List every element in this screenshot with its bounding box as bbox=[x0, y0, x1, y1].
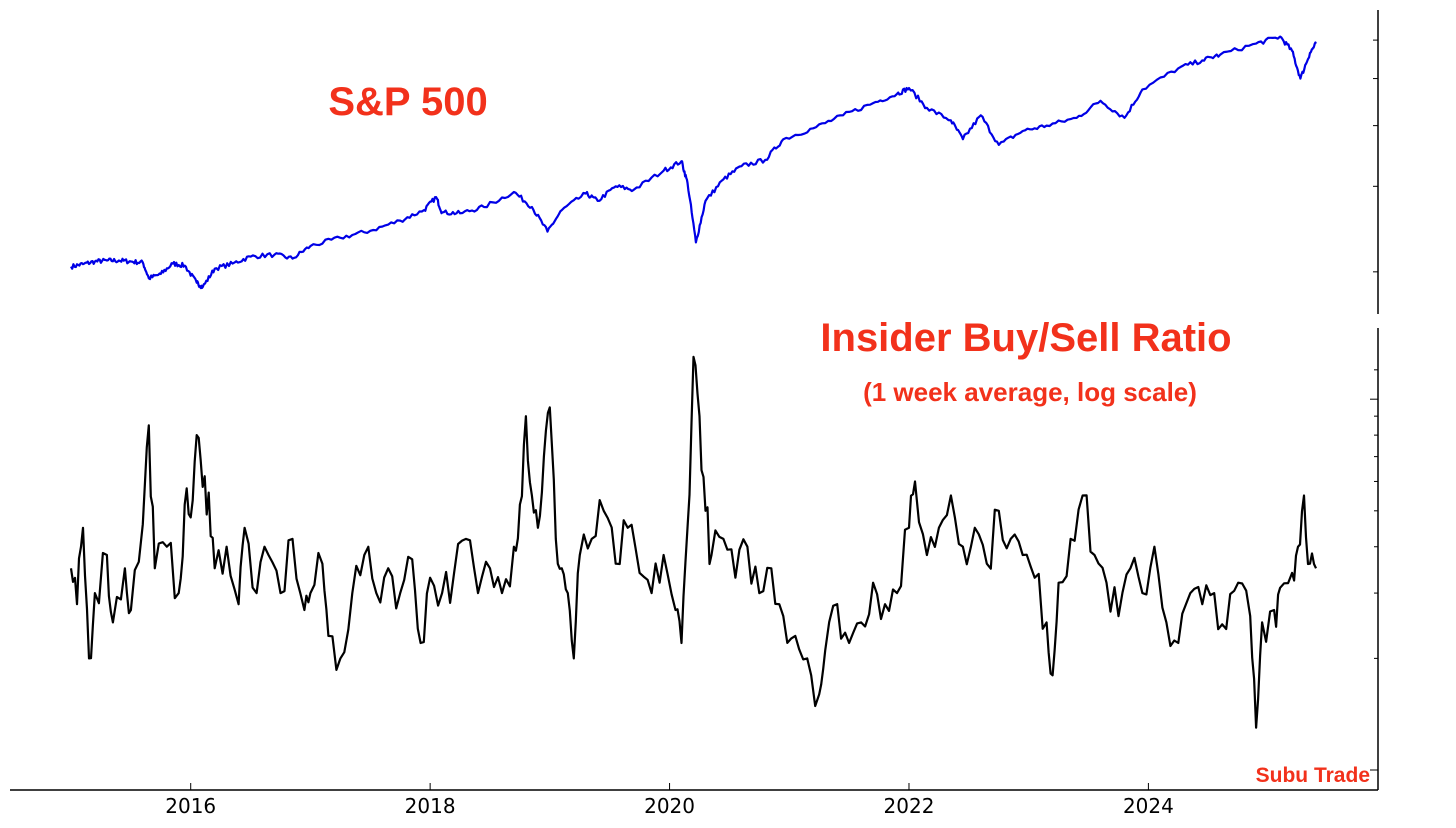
ratio-panel: 2016 2018 2020 2022 2024 Insider Buy/Sell Ra… bbox=[10, 316, 1379, 818]
x-axis-tick-label: 2020 bbox=[644, 794, 695, 818]
ratio-series-line bbox=[69, 355, 1317, 729]
x-axis-tick-label: 2024 bbox=[1123, 794, 1174, 818]
x-axis-tick-label: 2016 bbox=[165, 794, 216, 818]
ratio-title: Insider Buy/Sell Ratio bbox=[820, 316, 1231, 360]
ratio-y-ticks bbox=[1370, 369, 1378, 771]
ratio-subtitle: (1 week average, log scale) bbox=[863, 377, 1197, 407]
sp500-y-ticks bbox=[1373, 39, 1378, 273]
watermark: Subu Trade bbox=[1256, 764, 1370, 787]
sp500-series-line bbox=[70, 35, 1317, 290]
sp500-panel: S&P 500 bbox=[70, 10, 1379, 314]
x-axis-tick-label: 2022 bbox=[884, 794, 935, 818]
sp500-title: S&P 500 bbox=[328, 80, 487, 124]
x-axis-tick-label: 2018 bbox=[405, 794, 456, 818]
x-axis-ticks: 2016 2018 2020 2022 2024 bbox=[165, 783, 1174, 818]
